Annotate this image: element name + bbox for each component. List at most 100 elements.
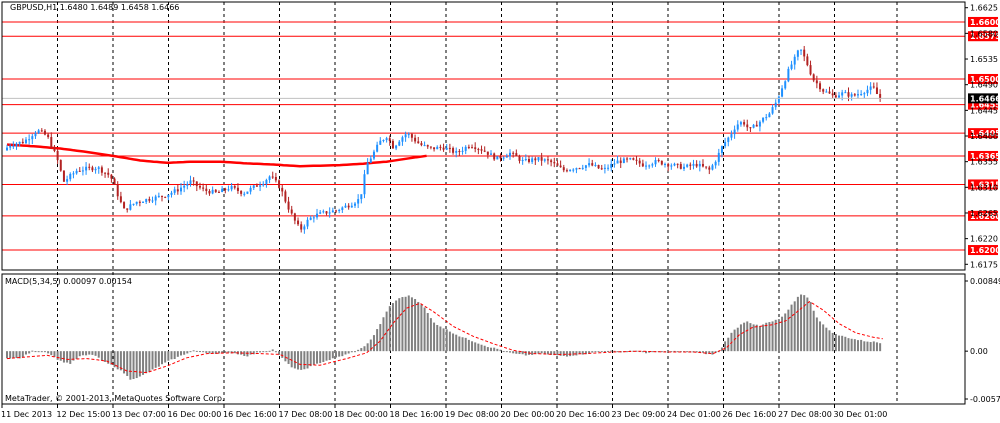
macd-bar <box>278 351 281 355</box>
macd-bar <box>97 351 100 358</box>
candle-body <box>575 168 578 170</box>
candle-body <box>116 184 119 197</box>
candle-body <box>404 134 407 138</box>
candle-body <box>69 173 72 180</box>
candle-body <box>698 163 701 167</box>
candle-body <box>433 147 436 150</box>
macd-bar <box>75 351 78 360</box>
macd-bar <box>69 351 72 364</box>
candle-body <box>784 81 787 89</box>
macd-bar <box>227 351 230 353</box>
macd-bar <box>37 351 40 353</box>
macd-panel-border <box>1 273 966 405</box>
candle-body <box>214 189 217 192</box>
macd-bar <box>651 351 654 353</box>
candle-body <box>9 146 12 148</box>
candle-body <box>490 153 493 155</box>
candle-body <box>129 204 132 210</box>
candle-body <box>635 159 638 161</box>
macd-bar <box>347 351 350 354</box>
macd-bar <box>195 350 198 352</box>
level-label: 1.6405 <box>970 129 1000 138</box>
macd-bar <box>186 351 189 354</box>
candle-body <box>78 170 81 172</box>
macd-bar <box>531 351 534 355</box>
candle-body <box>597 164 600 169</box>
macd-bar <box>312 351 315 365</box>
macd-bar <box>588 351 591 354</box>
macd-bar <box>695 351 698 353</box>
macd-bar <box>157 351 160 367</box>
candle-body <box>565 170 568 172</box>
candle-body <box>350 205 353 208</box>
macd-bar <box>369 339 372 352</box>
macd-bar <box>116 351 119 370</box>
candle-body <box>290 209 293 214</box>
macd-bar <box>429 318 432 352</box>
macd-bar <box>660 351 663 353</box>
candle-body <box>471 147 474 149</box>
candle-body <box>287 201 290 210</box>
macd-bar <box>477 343 480 352</box>
macd-bar <box>78 351 81 357</box>
candle-body <box>458 151 461 153</box>
candle-body <box>796 50 799 57</box>
macd-bar <box>66 351 69 363</box>
level-label: 1.6500 <box>970 75 1000 84</box>
macd-bar <box>161 351 164 365</box>
candle-body <box>401 137 404 142</box>
candle-body <box>872 86 875 88</box>
candle-body <box>28 139 31 141</box>
macd-bar <box>866 341 869 352</box>
candle-body <box>673 163 676 166</box>
candle-body <box>654 160 657 165</box>
candle-body <box>474 147 477 150</box>
macd-bar <box>749 323 752 352</box>
candle-body <box>762 117 765 122</box>
macd-bar <box>252 351 255 355</box>
candle-body <box>410 134 413 138</box>
candle-body <box>847 92 850 97</box>
macd-bar <box>825 327 828 352</box>
candle-body <box>353 203 356 206</box>
candle-body <box>727 137 730 142</box>
macd-bar <box>170 351 173 360</box>
candle-body <box>768 113 771 118</box>
macd-bar <box>550 351 553 355</box>
macd-bar <box>47 351 50 354</box>
macd-bar <box>645 351 648 354</box>
macd-bar <box>217 351 220 354</box>
macd-bar <box>720 347 723 352</box>
candle-body <box>43 130 46 135</box>
candle-body <box>366 162 369 175</box>
level-label-bg <box>968 210 998 221</box>
candle-body <box>388 138 391 141</box>
macd-bar <box>34 351 37 353</box>
macd-bar <box>198 351 201 353</box>
macd-bar <box>467 339 470 352</box>
macd-bar <box>104 351 107 362</box>
candle-body <box>720 146 723 153</box>
macd-bar <box>179 351 182 356</box>
candle-body <box>198 186 201 188</box>
macd-signal-line <box>6 300 883 374</box>
macd-bar <box>461 337 464 352</box>
macd-bar <box>717 351 720 353</box>
macd-bar <box>335 351 338 358</box>
macd-bar <box>401 297 404 352</box>
current-price-bg <box>968 93 998 104</box>
macd-bar <box>21 351 24 358</box>
candle-body <box>733 129 736 135</box>
level-label-bg <box>968 99 998 110</box>
macd-bar <box>88 351 91 355</box>
candle-body <box>613 163 616 165</box>
macd-bar <box>758 326 761 352</box>
macd-tick-label: 0.00849 <box>970 277 1000 286</box>
horizontal-levels[interactable]: 1.66001.65751.65001.64551.64051.63651.63… <box>2 16 1000 256</box>
candle-body <box>483 150 486 152</box>
candle-body <box>369 158 372 163</box>
macd-bar <box>540 351 543 354</box>
candle-body <box>534 158 537 161</box>
